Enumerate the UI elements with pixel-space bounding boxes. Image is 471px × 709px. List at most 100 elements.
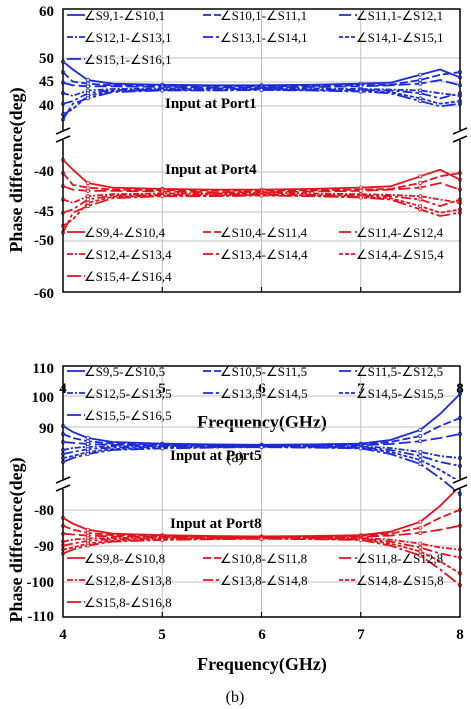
data-point xyxy=(418,72,423,77)
y-axis-label-a: Phase difference(deg) xyxy=(6,87,27,252)
data-point xyxy=(85,197,90,202)
axis-break-mark xyxy=(452,135,468,143)
data-point xyxy=(160,538,165,543)
y-tick-label: -45 xyxy=(34,204,54,220)
y-tick-label: 90 xyxy=(39,421,54,437)
data-point xyxy=(259,445,264,450)
legend-entry: ∠S14,5-∠S15,5 xyxy=(356,386,444,401)
data-point xyxy=(418,194,423,199)
axis-break-mark xyxy=(452,127,468,135)
legend-entry: ∠S10,1-∠S11,1 xyxy=(220,8,307,23)
y-tick-label: -40 xyxy=(34,164,54,180)
panel-caption-a: (a) xyxy=(226,449,244,466)
data-point xyxy=(418,91,423,96)
y-tick-label: 40 xyxy=(39,98,54,114)
legend-entry: ∠S10,8-∠S11,8 xyxy=(220,551,307,566)
data-point xyxy=(418,180,423,185)
data-point xyxy=(85,451,90,456)
legend-entry: ∠S9,5-∠S10,5 xyxy=(84,364,165,379)
legend-entry: ∠S15,4-∠S16,4 xyxy=(84,269,172,284)
legend-entry: ∠S11,4-∠S12,4 xyxy=(356,225,444,240)
legend-entry: ∠S13,5-∠S14,5 xyxy=(220,386,308,401)
annotation-port5: Input at Port5 xyxy=(170,448,262,464)
chart-panel-a: Phase difference(deg) Frequency(GHz) (a)… xyxy=(6,4,468,466)
legend-entry: ∠S13,1-∠S14,1 xyxy=(220,30,308,45)
data-point xyxy=(358,188,363,193)
data-point xyxy=(418,553,423,558)
legend-entry: ∠S9,1-∠S10,1 xyxy=(84,8,165,23)
y-tick-label: 50 xyxy=(39,51,54,67)
legend-entry: ∠S15,5-∠S16,5 xyxy=(84,408,172,423)
data-point xyxy=(259,536,264,541)
y-tick-label: 110 xyxy=(32,361,54,377)
legend-entry: ∠S11,1-∠S12,1 xyxy=(356,8,443,23)
data-point xyxy=(85,185,90,190)
data-point xyxy=(418,81,423,86)
x-tick-label: 6 xyxy=(258,381,266,397)
data-point xyxy=(160,88,165,93)
data-point xyxy=(418,433,423,438)
data-point xyxy=(259,88,264,93)
data-point xyxy=(85,200,90,205)
x-tick-label: 6 xyxy=(258,627,266,643)
data-point xyxy=(418,541,423,546)
data-point xyxy=(85,194,90,199)
legend-entry: ∠S9,8-∠S10,8 xyxy=(84,551,165,566)
legend-entry: ∠S15,1-∠S16,1 xyxy=(84,52,172,67)
y-tick-label: 45 xyxy=(39,74,54,90)
x-tick-label: 5 xyxy=(158,627,166,643)
data-point xyxy=(85,204,90,209)
data-point xyxy=(85,78,90,83)
x-axis-label-b: Frequency(GHz) xyxy=(197,654,327,675)
data-point xyxy=(418,439,423,444)
data-point xyxy=(85,188,90,193)
data-point xyxy=(85,435,90,440)
y-tick-label: -50 xyxy=(34,233,54,249)
data-point xyxy=(160,194,165,199)
data-point xyxy=(85,84,90,89)
annotation-port8: Input at Port8 xyxy=(170,516,262,532)
data-point xyxy=(358,446,363,451)
chart-panel-b: Phase difference(deg) Frequency(GHz) (b)… xyxy=(6,361,468,706)
data-point xyxy=(358,89,363,94)
y-tick-label: -80 xyxy=(34,503,54,519)
data-point xyxy=(418,449,423,454)
data-point xyxy=(418,427,423,432)
legend-entry: ∠S9,4-∠S10,4 xyxy=(84,225,166,240)
data-point xyxy=(418,530,423,535)
data-point xyxy=(418,457,423,462)
y-tick-label: -60 xyxy=(34,286,54,302)
data-point xyxy=(418,519,423,524)
axis-break-mark xyxy=(452,484,468,492)
data-point xyxy=(418,204,423,209)
y-tick-label: -90 xyxy=(34,539,54,555)
data-point xyxy=(418,545,423,550)
axis-break-mark xyxy=(55,476,71,484)
legend-upper-a: ∠S9,1-∠S10,1 ∠S10,1-∠S11,1 ∠S11,1-∠S12,1… xyxy=(84,8,444,67)
legend-upper-b: ∠S9,5-∠S10,5 ∠S10,5-∠S11,5 ∠S11,5-∠S12,5… xyxy=(84,364,444,423)
y-axis-label-b: Phase difference(deg) xyxy=(6,457,27,622)
legend-entry: ∠S12,8-∠S13,8 xyxy=(84,573,172,588)
legend-entry: ∠S12,4-∠S13,4 xyxy=(84,247,172,262)
annotation-port1: Input at Port1 xyxy=(165,96,257,112)
legend-entry: ∠S12,5-∠S13,5 xyxy=(84,386,172,401)
legend-entry: ∠S12,1-∠S13,1 xyxy=(84,30,172,45)
legend-entry: ∠S10,4-∠S11,4 xyxy=(220,225,308,240)
data-point xyxy=(85,180,90,185)
x-axis-label-a: Frequency(GHz) xyxy=(197,412,327,433)
data-point xyxy=(160,446,165,451)
y-tick-label: 60 xyxy=(39,4,54,20)
legend-entry: ∠S14,8-∠S15,8 xyxy=(356,573,444,588)
y-tick-label: 100 xyxy=(32,390,55,406)
legend-entry: ∠S13,8-∠S14,8 xyxy=(220,573,308,588)
y-tick-label: -100 xyxy=(27,575,55,591)
axis-break-gap xyxy=(454,479,466,489)
annotation-port4: Input at Port4 xyxy=(165,162,257,178)
legend-lower-a: ∠S9,4-∠S10,4 ∠S10,4-∠S11,4 ∠S11,4-∠S12,4… xyxy=(84,225,444,284)
data-point xyxy=(418,525,423,530)
data-point xyxy=(418,185,423,190)
legend-entry: ∠S11,5-∠S12,5 xyxy=(356,364,443,379)
legend-entry: ∠S15,8-∠S16,8 xyxy=(84,595,172,610)
data-point xyxy=(418,453,423,458)
x-tick-label: 4 xyxy=(59,627,67,643)
